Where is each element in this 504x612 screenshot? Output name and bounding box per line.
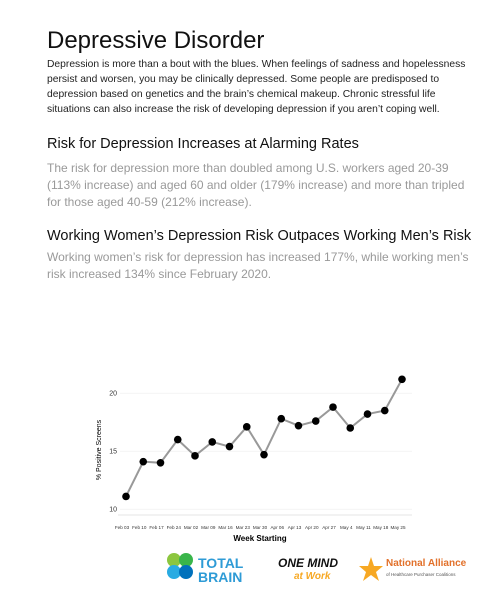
logo: TOTAL BRAIN: [198, 556, 243, 584]
data-point: [122, 492, 130, 501]
logo-text: ONE MIND: [278, 556, 338, 570]
data-point: [363, 410, 372, 418]
x-tick-label: Feb 03: [115, 525, 130, 530]
title: Depressive Disorder: [47, 27, 265, 54]
x-tick-label: Mar 09: [201, 525, 216, 530]
section-heading: Working Women’s Depression Risk Outpaces…: [47, 228, 472, 244]
intro: Depression is more than a bout with the …: [47, 59, 466, 115]
section-heading: Risk for Depression Increases at Alarmin…: [47, 136, 359, 152]
data-point: [173, 435, 182, 444]
section-text: The risk for depression more than double…: [47, 161, 465, 209]
logo-icon: [359, 557, 383, 581]
data-point: [242, 423, 251, 431]
data-point: [225, 442, 234, 451]
logo: National Alliance of Healthcare Purchase…: [386, 558, 466, 580]
x-tick-label: Mar 16: [218, 525, 233, 530]
logo-text: BRAIN: [198, 569, 243, 585]
x-tick-label: Apr 06: [270, 525, 284, 530]
x-tick-label: Mar 23: [236, 525, 251, 530]
x-tick-label: Mar 02: [184, 525, 199, 530]
data-point: [156, 459, 165, 467]
x-tick-label: Feb 24: [167, 525, 182, 530]
logo-text: at Work: [294, 571, 331, 582]
logo-icon: [167, 553, 193, 579]
y-tick-label: 10: [109, 507, 117, 514]
x-tick-label: Apr 27: [322, 525, 336, 530]
section-text: Working women’s risk for depression has …: [47, 250, 469, 281]
logo-text: of Healthcare Purchaser Coalitions: [386, 572, 456, 577]
logo-text: National Alliance: [386, 558, 467, 569]
data-point: [294, 421, 303, 430]
data-point: [139, 457, 148, 466]
x-tick-label: Mar 30: [253, 525, 268, 530]
data-point: [260, 450, 268, 459]
data-point: [311, 417, 320, 425]
data-point: [329, 403, 337, 411]
x-tick-label: Apr 13: [288, 525, 302, 530]
data-line: [125, 378, 403, 497]
x-tick-label: Feb 17: [149, 525, 164, 530]
logo: ONE MIND at Work: [278, 556, 338, 584]
data-point: [208, 438, 217, 446]
data-point: [191, 452, 199, 460]
x-tick-label: Feb 10: [132, 525, 147, 530]
data-point: [277, 414, 286, 423]
data-point: [380, 406, 389, 415]
x-tick-label: May 11: [356, 525, 371, 530]
x-tick-label: May 25: [390, 525, 406, 530]
data-point: [398, 375, 406, 384]
y-axis-label: % Positive Screens: [96, 419, 103, 480]
x-axis-label: Week Starting: [233, 534, 286, 543]
x-tick-label: May 18: [373, 525, 389, 530]
logo-text: TOTAL: [198, 555, 244, 571]
chart: Week Starting % Positive Screens 10 15 20 F…: [96, 375, 412, 543]
y-tick-label: 15: [109, 449, 117, 456]
x-tick-label: Apr 20: [305, 525, 319, 530]
data-point: [346, 424, 355, 432]
x-tick-label: May 4: [340, 525, 353, 530]
y-tick-label: 20: [109, 391, 117, 398]
